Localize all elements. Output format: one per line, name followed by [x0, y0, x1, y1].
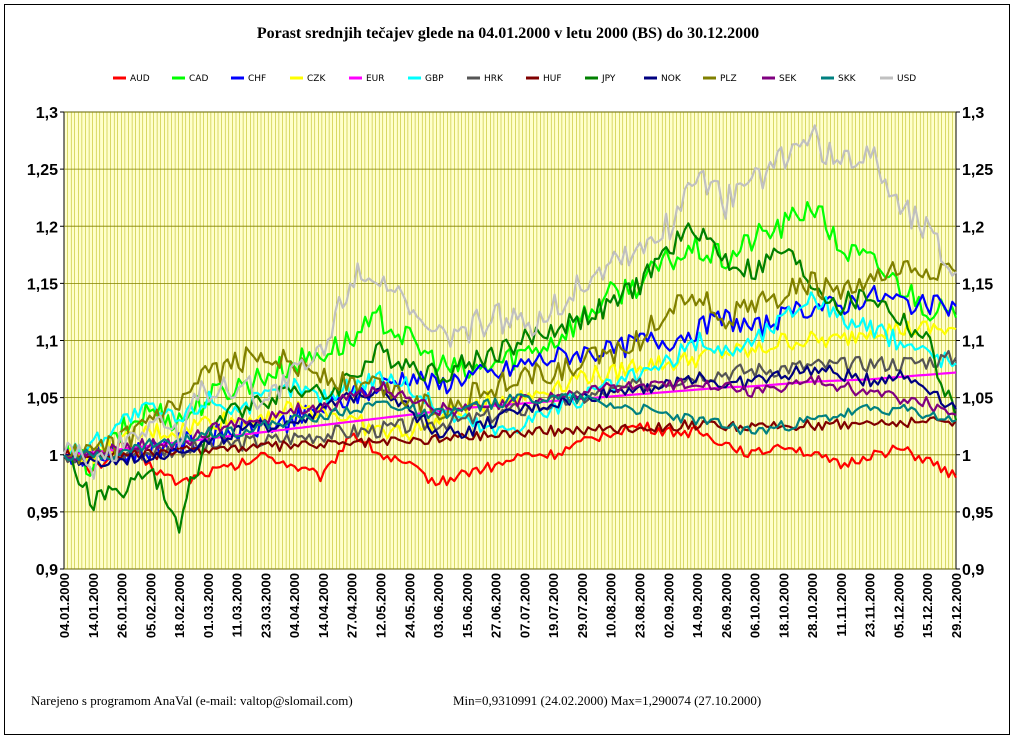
x-tick-label: 14.09.2000: [690, 573, 705, 638]
x-tick-label: 02.09.2000: [661, 573, 676, 638]
x-tick-label: 26.09.2000: [719, 573, 734, 638]
legend: AUD CAD CHF CZK EUR GBP HRK HUF JPY NOK PLZ SEK SKK U…: [113, 74, 916, 84]
x-tick-label: 05.12.2000: [891, 573, 906, 638]
x-tick-label: 23.03.2000: [258, 573, 273, 638]
x-axis: 04.01.2000 14.01.2000 26.01.2000 05.02.2000…: [57, 573, 964, 638]
y-tick-label-left: 1,15: [27, 276, 58, 293]
legend-label-skk: SKK: [838, 74, 857, 84]
y-tick-label-right: 1,15: [962, 276, 993, 293]
footer-stats: Min=0,9310991 (24.02.2000) Max=1,290074 …: [453, 693, 761, 708]
series-line-plz: [63, 260, 957, 465]
y-tick-label-left: 1,2: [36, 219, 58, 236]
x-tick-label: 18.02.2000: [172, 573, 187, 638]
x-tick-label: 15.06.2000: [460, 573, 475, 638]
y-tick-label-right: 1,05: [962, 391, 993, 408]
x-tick-label: 14.04.2000: [316, 573, 331, 638]
legend-label-sek: SEK: [779, 74, 797, 84]
x-tick-label: 27.06.2000: [489, 573, 504, 638]
y-tick-label-left: 1,05: [27, 391, 58, 408]
legend-label-czk: CZK: [307, 74, 326, 84]
series-line-huf: [63, 416, 957, 461]
series-line-sek: [63, 375, 957, 461]
y-tick-label-left: 1,3: [36, 105, 58, 122]
series-line-skk: [63, 392, 957, 462]
legend-label-gbp: GBP: [425, 74, 444, 84]
x-tick-label: 10.08.2000: [604, 573, 619, 638]
chart: Porast srednjih tečajev glede na 04.01.2…: [27, 25, 993, 708]
x-tick-label: 04.04.2000: [287, 573, 302, 638]
y-tick-label-left: 1,1: [36, 334, 58, 351]
x-tick-label: 14.01.2000: [86, 573, 101, 638]
legend-label-eur: EUR: [366, 74, 385, 84]
y-tick-label-left: 0,9: [36, 562, 58, 579]
legend-label-aud: AUD: [130, 74, 150, 84]
y-tick-label-right: 1,1: [962, 334, 984, 351]
x-tick-label: 23.11.2000: [863, 573, 878, 637]
x-tick-label: 11.03.2000: [230, 573, 245, 637]
y-tick-label-right: 1,3: [962, 105, 984, 122]
x-tick-label: 29.07.2000: [575, 573, 590, 638]
x-tick-label: 18.10.2000: [776, 573, 791, 638]
y-tick-label-right: 1: [962, 448, 971, 465]
x-tick-label: 11.11.2000: [834, 573, 849, 637]
x-tick-label: 24.05.2000: [402, 573, 417, 638]
x-tick-label: 03.06.2000: [431, 573, 446, 638]
legend-label-chf: CHF: [248, 74, 266, 84]
y-axis-left: 0,9 0,95 1 1,05 1,1 1,15 1,2 1,25 1,3: [27, 105, 64, 579]
x-tick-label: 07.07.2000: [517, 573, 532, 638]
x-tick-label: 19.07.2000: [546, 573, 561, 638]
legend-label-hrk: HRK: [484, 74, 504, 84]
series-layer: [62, 124, 958, 534]
x-tick-label: 29.12.2000: [949, 573, 964, 638]
legend-label-nok: NOK: [661, 74, 682, 84]
series-line-hrk: [63, 349, 957, 464]
x-tick-label: 15.12.2000: [920, 573, 935, 638]
y-tick-label-left: 1: [49, 448, 58, 465]
series-line-gbp: [63, 291, 957, 460]
y-tick-label-right: 1,2: [962, 219, 984, 236]
y-tick-label-right: 0,95: [962, 505, 993, 522]
x-tick-label: 28.10.2000: [805, 573, 820, 638]
x-tick-label: 27.04.2000: [345, 573, 360, 638]
chart-title: Porast srednjih tečajev glede na 04.01.2…: [257, 25, 759, 42]
x-tick-label: 06.10.2000: [748, 573, 763, 638]
legend-label-cad: CAD: [189, 74, 208, 84]
legend-label-plz: PLZ: [720, 74, 737, 84]
y-tick-label-left: 1,25: [27, 162, 58, 179]
legend-label-huf: HUF: [543, 74, 562, 84]
y-tick-label-left: 0,95: [27, 505, 58, 522]
x-tick-label: 01.03.2000: [201, 573, 216, 638]
series-line-aud: [63, 421, 957, 487]
x-tick-label: 05.02.2000: [143, 573, 158, 638]
legend-label-jpy: JPY: [601, 74, 616, 84]
x-tick-label: 23.08.2000: [632, 573, 647, 638]
x-tick-label: 12.05.2000: [374, 573, 389, 638]
series-line-usd: [62, 124, 957, 480]
footer-credit: Narejeno s programom AnaVal (e-mail: val…: [31, 693, 353, 708]
x-tick-label: 26.01.2000: [115, 573, 130, 638]
y-tick-label-right: 0,9: [962, 562, 984, 579]
x-tick-label: 04.01.2000: [57, 573, 72, 638]
y-tick-label-right: 1,25: [962, 162, 993, 179]
y-axis-right: 0,9 0,95 1 1,05 1,1 1,15 1,2 1,25 1,3: [956, 105, 993, 579]
legend-label-usd: USD: [897, 74, 916, 84]
chart-frame: Porast srednjih tečajev glede na 04.01.2…: [4, 4, 1010, 735]
